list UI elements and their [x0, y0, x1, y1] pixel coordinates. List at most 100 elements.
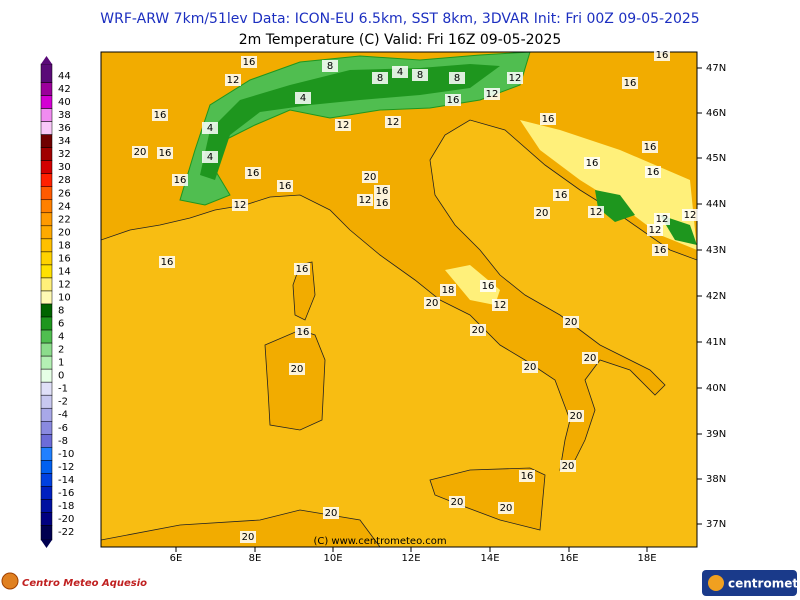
colorbar-label: 2: [58, 345, 64, 356]
contour-label: 8: [327, 61, 333, 72]
lat-label: 40N: [706, 383, 726, 394]
contour-label: 20: [134, 147, 147, 158]
contour-label: 16: [376, 186, 389, 197]
contour-label: 12: [387, 117, 400, 128]
lon-label: 16E: [559, 553, 578, 564]
lon-label: 6E: [170, 553, 183, 564]
contour-label: 16: [656, 50, 669, 61]
contour-label: 20: [451, 497, 464, 508]
contour-label-bg: [374, 197, 390, 209]
colorbar-label: 40: [58, 97, 71, 108]
colorbar-box: [40, 225, 53, 240]
colorbar-label: 10: [58, 292, 71, 303]
contour-label-bg: [172, 174, 188, 186]
colorbar-label: -14: [58, 475, 74, 486]
contour-label: 20: [570, 411, 583, 422]
contour-label-bg: [682, 209, 698, 221]
colorbar-box: [40, 199, 53, 214]
contour-label-bg: [540, 113, 556, 125]
copyright: (C) www.centrometeo.com: [313, 536, 446, 547]
contour-label-bg: [295, 326, 311, 338]
contour-label: 16: [174, 175, 187, 186]
corsica: [292, 261, 316, 321]
colorbar-box: [40, 368, 53, 383]
colorbar-box: [40, 173, 53, 187]
contour-label-bg: [374, 185, 390, 197]
sicily: [429, 467, 546, 531]
colorbar-box: [40, 473, 53, 487]
contour-label-bg: [560, 460, 576, 472]
colorbar-label: -6: [58, 423, 68, 434]
colorbar-box: [40, 251, 53, 266]
contour-label-bg: [480, 280, 496, 292]
colorbar-label: 22: [58, 214, 71, 225]
colorbar-box: [40, 147, 53, 161]
contour-label-bg: [202, 151, 218, 163]
contour-label: 20: [472, 325, 485, 336]
logo-icon: [1, 572, 19, 590]
contour-label-bg: [492, 299, 508, 311]
colorbar-box: [40, 499, 53, 513]
contour-label-bg: [642, 141, 658, 153]
colorbar-box: [40, 407, 53, 422]
contour-label-bg: [563, 316, 579, 328]
lat-label: 38N: [706, 474, 726, 485]
colorbar-label: 36: [58, 123, 71, 134]
africa: [101, 509, 381, 547]
colorbar-label: 14: [58, 266, 71, 277]
contour-label-bg: [445, 94, 461, 106]
colorbar-label: 18: [58, 240, 71, 251]
colorbar-label: -10: [58, 449, 74, 460]
contour-label: 18: [442, 285, 455, 296]
contour-label: 12: [509, 73, 522, 84]
contour-label: 20: [325, 508, 338, 519]
colorbar-label: -18: [58, 501, 74, 512]
colorbar-bottom-arrow: [41, 540, 52, 548]
title: WRF-ARW 7km/51lev Data: ICON-EU 6.5km, S…: [100, 11, 699, 27]
contour-label-bg: [584, 157, 600, 169]
colorbar-label: 12: [58, 279, 71, 290]
colorbar-box: [40, 381, 53, 396]
contour-label-bg: [241, 56, 257, 68]
contour-label-bg: [647, 224, 663, 236]
colorbar-box: [40, 264, 53, 279]
colorbar-box: [40, 82, 53, 96]
colorbar-label: -22: [58, 527, 74, 538]
lat-label: 39N: [706, 429, 726, 440]
contour-label-bg: [507, 72, 523, 84]
colorbar-label: 4: [58, 332, 64, 343]
balkans-patch: [595, 190, 697, 245]
colorbar-box: [40, 95, 53, 109]
colorbar-label: 32: [58, 149, 71, 160]
contour-label: 16: [161, 257, 174, 268]
contour-label-bg: [582, 352, 598, 364]
contour-label: 16: [279, 181, 292, 192]
contour-label: 16: [647, 167, 660, 178]
contour-label: 16: [247, 168, 260, 179]
lat-label: 44N: [706, 199, 726, 210]
colorbar-box: [40, 121, 53, 135]
logo-icon: [708, 575, 724, 591]
colorbar-label: 1: [58, 358, 64, 369]
contour-label-bg: [440, 284, 456, 296]
contour-label: 12: [684, 210, 697, 221]
land: [101, 52, 697, 471]
contour-label-bg: [470, 324, 486, 336]
contour-label-bg: [289, 363, 305, 375]
contour-label-bg: [245, 167, 261, 179]
colorbar-box: [40, 460, 53, 474]
contour-label: 20: [242, 532, 255, 543]
contour-label: 20: [562, 461, 575, 472]
contour-label: 16: [297, 327, 310, 338]
colorbar-box: [40, 108, 53, 122]
contour-label: 12: [494, 300, 507, 311]
colorbar-label: -20: [58, 514, 74, 525]
contour-label-bg: [519, 470, 535, 482]
contour-label-bg: [277, 180, 293, 192]
map-frame: [100, 51, 698, 548]
colorbar-label: 26: [58, 188, 71, 199]
colorbar-top-arrow: [41, 56, 52, 64]
contour-label-bg: [294, 263, 310, 275]
colorbar-label: 20: [58, 227, 71, 238]
